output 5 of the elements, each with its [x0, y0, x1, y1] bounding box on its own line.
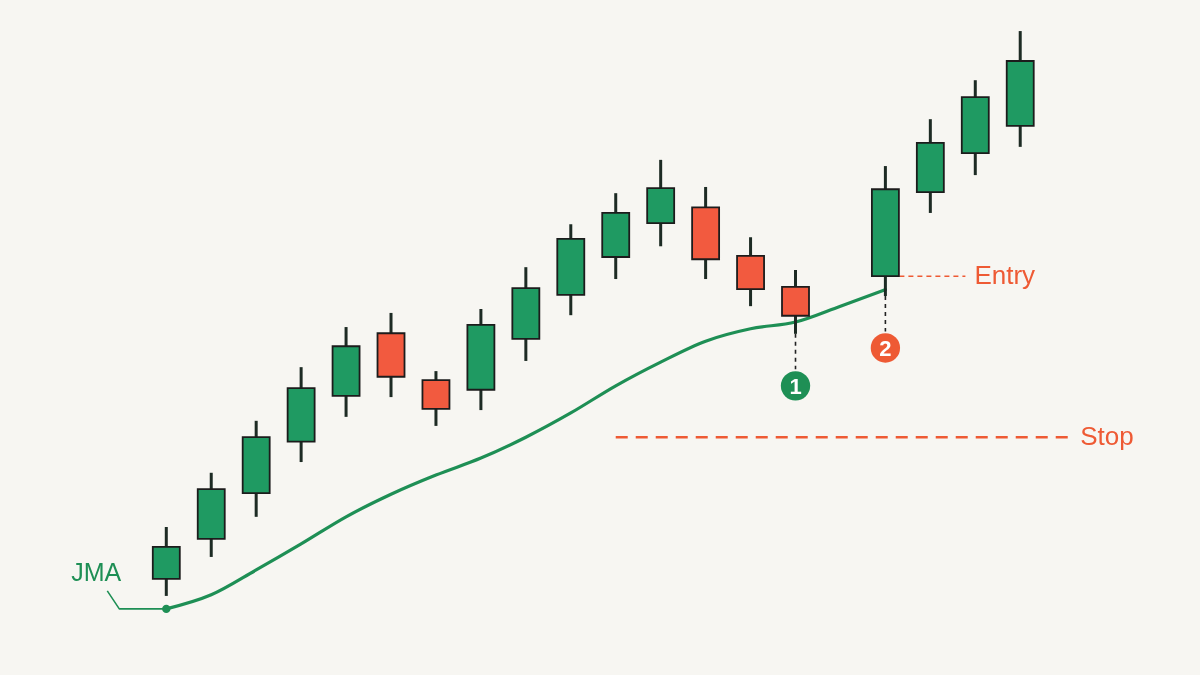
text: JMA [71, 557, 122, 586]
annotation: 1 [789, 373, 802, 399]
ref-line-label: Stop [1080, 421, 1134, 452]
annotation: 2 [879, 335, 892, 361]
ref-line-label: Entry [974, 260, 1036, 291]
